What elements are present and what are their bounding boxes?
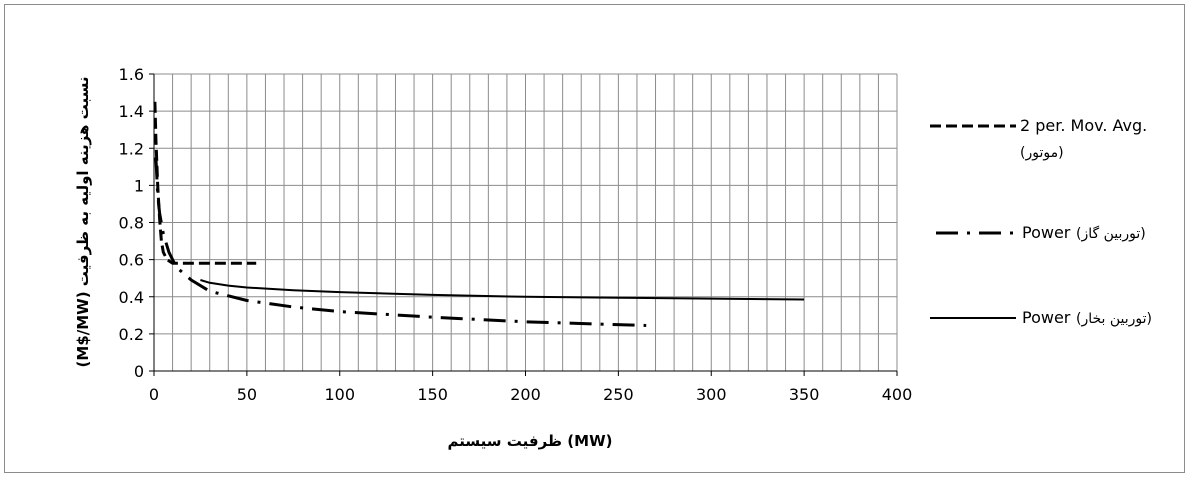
x-tick-label: 300: [696, 385, 727, 404]
legend-label-3: Power: [1022, 308, 1071, 327]
grid-layer: [153, 73, 898, 372]
y-tick-label: 1: [134, 176, 144, 195]
y-tick-label: 1.2: [119, 139, 144, 158]
legend-label-2: Power: [1022, 223, 1071, 242]
series-layer: [153, 101, 805, 327]
x-tick-label: 200: [510, 385, 541, 404]
legend-label-3-fa: (توربین بخار): [1076, 311, 1152, 327]
y-tick-label: 0.6: [119, 251, 144, 270]
x-tick-label: 50: [237, 385, 257, 404]
legend-label-1-fa: (موتور): [1020, 145, 1064, 161]
legend-layer: 2 per. Mov. Avg. (موتور) Power (توربین گاز)…: [930, 116, 1152, 327]
series-line-1: [153, 101, 257, 265]
x-tick-label: 100: [324, 385, 355, 404]
series-line-3: [200, 279, 805, 301]
y-tick-label: 1.6: [119, 65, 144, 84]
series-line-2: [154, 157, 647, 327]
legend-label-2-fa: (توربین گاز): [1076, 225, 1146, 242]
y-tick-label: 1.4: [119, 102, 144, 121]
x-tick-label: 400: [882, 385, 913, 404]
y-tick-label: 0.2: [119, 325, 144, 344]
x-axis-title: ظرفیت سیستم (MW): [448, 432, 613, 450]
chart-border: [4, 4, 1185, 473]
y-tick-label: 0.8: [119, 214, 144, 233]
y-axis-title: (M$/MW) نسبت هزینه اولیه به ظرفیت: [74, 77, 92, 368]
y-tick-label: 0.4: [119, 288, 144, 307]
x-tick-label: 350: [789, 385, 820, 404]
x-tick-label: 250: [603, 385, 634, 404]
axis-layer: 0 50 100 150 200 250 300 350 400 0 0.2 0.4 0.6 0.8 1 1.…: [119, 65, 913, 404]
legend-label-1: 2 per. Mov. Avg.: [1020, 116, 1147, 135]
x-tick-label: 0: [149, 385, 159, 404]
y-tick-label: 0: [134, 362, 144, 381]
x-tick-label: 150: [417, 385, 448, 404]
